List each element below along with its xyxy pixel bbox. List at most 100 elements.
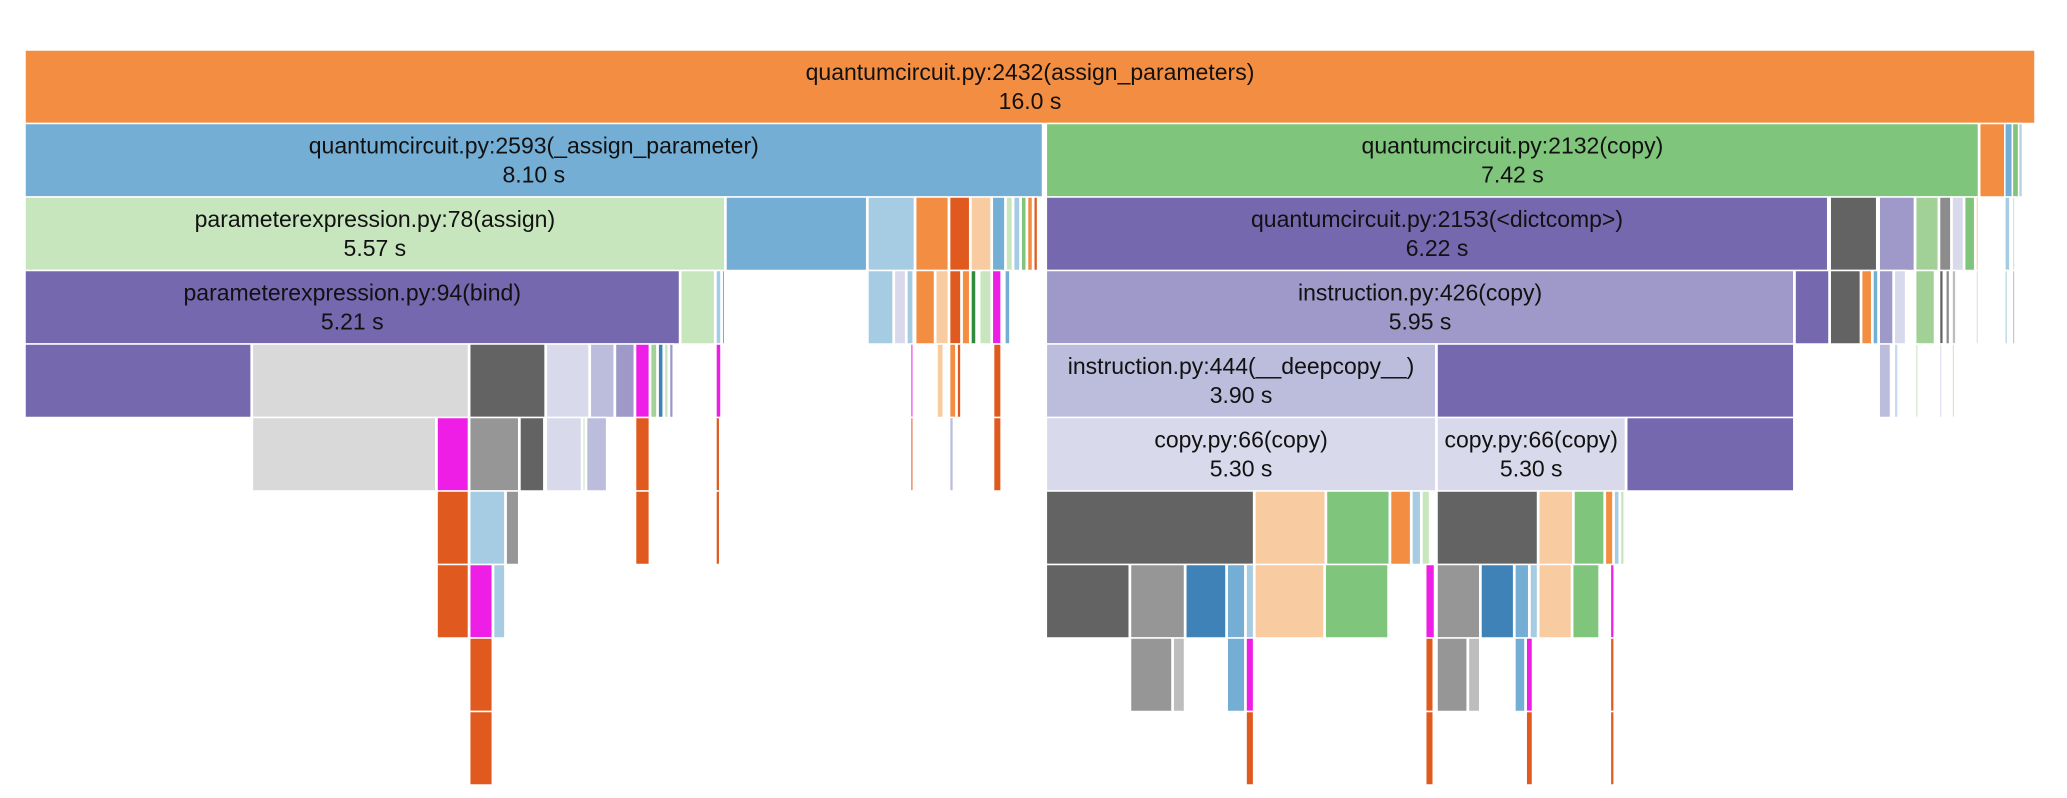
frame-rect[interactable]	[634, 490, 651, 566]
frame-rect[interactable]	[1324, 563, 1389, 639]
frame-rect[interactable]	[436, 563, 470, 639]
frame-rect[interactable]	[657, 343, 664, 419]
frame-rect[interactable]	[1975, 269, 1980, 345]
frame-rect[interactable]	[1389, 490, 1412, 566]
frame-rect[interactable]	[909, 343, 914, 419]
frame-rect[interactable]	[1026, 196, 1034, 272]
frame-rect[interactable]	[992, 416, 1002, 492]
frame-rect[interactable]	[1245, 710, 1255, 786]
frame-rect[interactable]	[991, 269, 1002, 345]
frame-rect[interactable]	[1245, 563, 1255, 639]
frame-rect[interactable]	[1245, 637, 1255, 713]
frame-rect[interactable]	[1571, 563, 1600, 639]
frame-rect[interactable]	[2011, 122, 2020, 198]
frame-rect[interactable]	[1480, 563, 1515, 639]
frame-rect[interactable]	[1436, 563, 1481, 639]
frame-rect[interactable]	[1613, 490, 1620, 566]
frame-rect[interactable]	[1424, 563, 1436, 639]
frame-rect[interactable]	[519, 416, 545, 492]
frame-rect[interactable]	[1129, 637, 1173, 713]
frame-rect[interactable]	[2011, 196, 2016, 272]
frame-rect[interactable]	[970, 196, 992, 272]
frame-rect[interactable]	[715, 490, 721, 566]
frame-rect[interactable]	[2004, 269, 2009, 345]
frame-rect[interactable]	[1226, 563, 1246, 639]
frame-rect[interactable]	[24, 49, 2036, 125]
frame-rect[interactable]	[2017, 122, 2024, 198]
frame-rect[interactable]	[909, 490, 913, 566]
frame-rect[interactable]	[468, 490, 506, 566]
frame-rect[interactable]	[992, 343, 1002, 419]
frame-rect[interactable]	[1604, 490, 1614, 566]
frame-rect[interactable]	[906, 269, 914, 345]
frame-rect[interactable]	[1538, 490, 1574, 566]
frame-rect[interactable]	[649, 343, 658, 419]
frame-rect[interactable]	[1525, 637, 1534, 713]
frame-rect[interactable]	[1129, 563, 1186, 639]
frame-rect[interactable]	[1325, 490, 1391, 566]
frame-rect[interactable]	[1424, 637, 1435, 713]
frame-rect[interactable]	[1963, 196, 1976, 272]
frame-rect[interactable]	[251, 343, 470, 419]
frame-rect[interactable]	[1914, 269, 1936, 345]
frame-rect[interactable]	[867, 196, 916, 272]
frame-rect[interactable]	[1893, 269, 1907, 345]
frame-rect[interactable]	[1529, 563, 1539, 639]
frame-rect[interactable]	[1467, 637, 1481, 713]
frame-rect[interactable]	[1978, 122, 2006, 198]
frame-rect[interactable]	[1914, 416, 1918, 492]
frame-rect[interactable]	[1045, 196, 1829, 272]
frame-rect[interactable]	[1185, 563, 1227, 639]
frame-rect[interactable]	[914, 196, 950, 272]
frame-rect[interactable]	[634, 416, 651, 492]
frame-rect[interactable]	[956, 343, 962, 419]
frame-rect[interactable]	[715, 343, 722, 419]
frame-rect[interactable]	[1951, 269, 1957, 345]
frame-rect[interactable]	[1951, 196, 1965, 272]
frame-rect[interactable]	[1045, 563, 1130, 639]
frame-rect[interactable]	[492, 563, 506, 639]
frame-rect[interactable]	[634, 343, 651, 419]
frame-rect[interactable]	[1914, 343, 1919, 419]
frame-rect[interactable]	[1045, 343, 1437, 419]
frame-rect[interactable]	[1033, 196, 1039, 272]
frame-rect[interactable]	[1514, 637, 1526, 713]
frame-rect[interactable]	[2004, 122, 2014, 198]
frame-rect[interactable]	[24, 269, 681, 345]
frame-rect[interactable]	[948, 196, 971, 272]
frame-rect[interactable]	[680, 269, 716, 345]
frame-rect[interactable]	[1514, 563, 1530, 639]
frame-rect[interactable]	[1609, 563, 1615, 639]
frame-rect[interactable]	[436, 490, 470, 566]
frame-rect[interactable]	[589, 343, 615, 419]
frame-rect[interactable]	[582, 416, 587, 492]
frame-rect[interactable]	[468, 416, 520, 492]
frame-rect[interactable]	[468, 637, 494, 713]
frame-rect[interactable]	[1538, 563, 1573, 639]
frame-rect[interactable]	[936, 343, 945, 419]
frame-rect[interactable]	[1893, 343, 1899, 419]
frame-rect[interactable]	[1609, 710, 1615, 786]
frame-rect[interactable]	[721, 269, 726, 345]
frame-rect[interactable]	[1424, 710, 1435, 786]
frame-rect[interactable]	[1045, 490, 1255, 566]
frame-rect[interactable]	[1436, 343, 1795, 419]
frame-rect[interactable]	[1938, 196, 1952, 272]
frame-rect[interactable]	[1004, 269, 1011, 345]
frame-rect[interactable]	[1860, 269, 1873, 345]
frame-rect[interactable]	[1872, 269, 1879, 345]
frame-rect[interactable]	[1878, 343, 1892, 419]
frame-rect[interactable]	[1938, 343, 1943, 419]
frame-rect[interactable]	[1878, 269, 1894, 345]
frame-rect[interactable]	[436, 416, 470, 492]
frame-rect[interactable]	[2011, 269, 2016, 345]
frame-rect[interactable]	[1938, 269, 1945, 345]
frame-rect[interactable]	[1619, 490, 1625, 566]
frame-rect[interactable]	[545, 343, 590, 419]
frame-rect[interactable]	[663, 343, 669, 419]
frame-rect[interactable]	[1226, 637, 1246, 713]
frame-rect[interactable]	[961, 269, 971, 345]
frame-rect[interactable]	[893, 269, 907, 345]
frame-rect[interactable]	[24, 122, 1044, 198]
frame-rect[interactable]	[1573, 490, 1605, 566]
